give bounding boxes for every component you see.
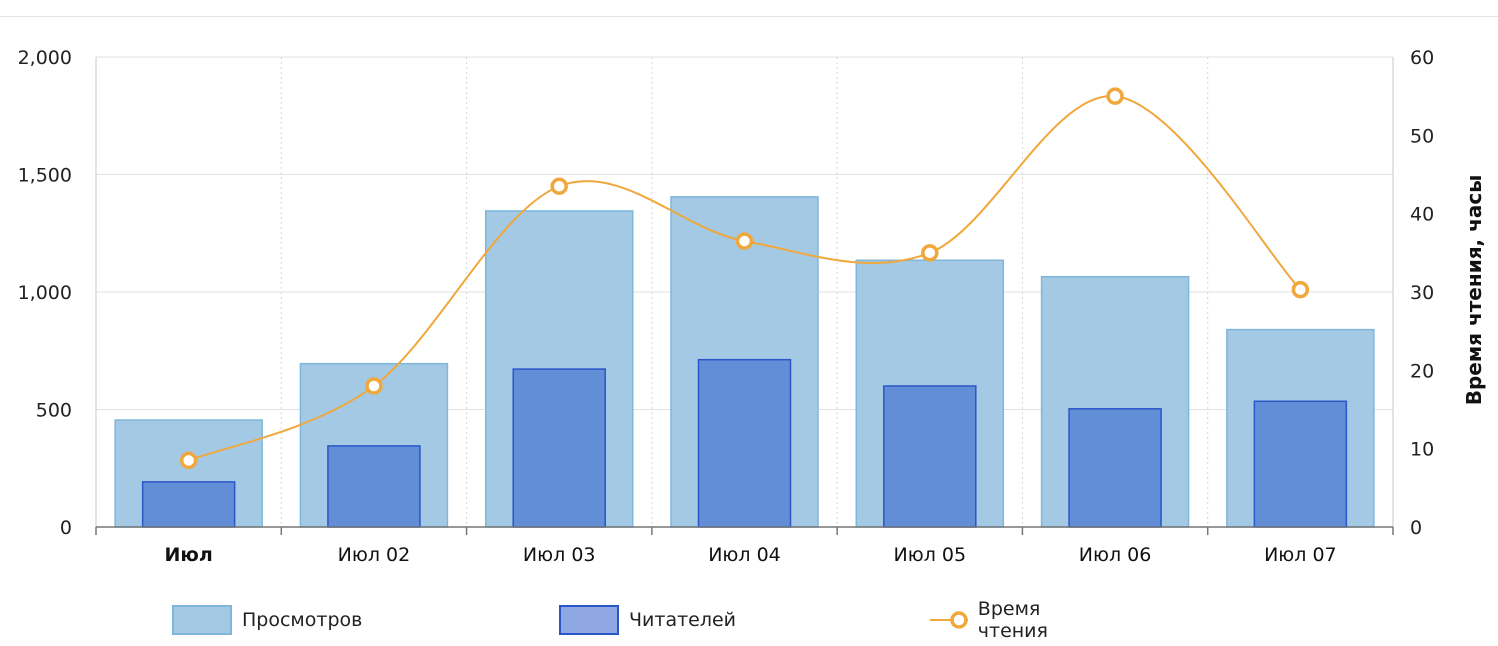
y-tick-label: 500	[36, 400, 72, 422]
y2-tick-label: 50	[1410, 125, 1434, 147]
y2-tick-label: 60	[1410, 47, 1434, 69]
x-tick-label: Июл 03	[523, 544, 596, 566]
legend-swatch-reading-time	[930, 611, 968, 629]
bar-readers	[141, 481, 236, 528]
bar-readers	[697, 358, 792, 528]
top-divider	[0, 16, 1498, 17]
y2-tick-label: 0	[1410, 517, 1422, 539]
y2-tick-label: 10	[1410, 439, 1434, 461]
legend-label-reading-time: Время чтения	[977, 598, 1048, 642]
legend-label-readers: Читателей	[629, 609, 737, 631]
reading-time-point	[1106, 87, 1124, 105]
y-tick-label: 1,000	[18, 282, 72, 304]
reading-time-point	[365, 377, 383, 395]
bar-readers	[327, 445, 421, 528]
combo-chart: 0 500 1,000 1,500 2,000 0 10 20 30 40 50 60 Июл Июл 0…	[18, 47, 1435, 566]
y2-tick-label: 40	[1410, 204, 1434, 226]
x-tick-label: Июл 07	[1264, 544, 1337, 566]
bar-readers	[883, 385, 977, 528]
x-tick-label: Июл	[164, 544, 212, 566]
legend-swatch-readers	[559, 605, 619, 635]
reading-time-point	[179, 451, 198, 470]
x-tick-label: Июл 02	[338, 544, 411, 566]
bar-readers	[1253, 400, 1348, 528]
legend-label-views: Просмотров	[242, 609, 363, 631]
reading-time-point	[1291, 280, 1310, 299]
y-tick-label: 1,500	[18, 165, 72, 187]
y2-tick-label: 20	[1410, 360, 1434, 382]
bar-readers	[512, 368, 606, 528]
x-tick-label: Июл 04	[708, 544, 781, 566]
legend-item-readers[interactable]: Читателей	[559, 603, 736, 637]
x-tick-label: Июл 06	[1079, 544, 1152, 566]
legend-item-views[interactable]: Просмотров	[172, 603, 362, 637]
bar-readers	[1068, 408, 1162, 528]
labels-layer: 0 500 1,000 1,500 2,000 0 10 20 30 40 50 60 Июл Июл 0…	[18, 47, 1435, 566]
y-tick-label: 2,000	[18, 47, 72, 69]
axes-layer	[95, 57, 1394, 535]
right-axis-title: Время чтения, часы	[1462, 174, 1486, 406]
y-tick-label: 0	[60, 517, 72, 539]
x-tick-label: Июл 05	[893, 544, 966, 566]
reading-time-point	[921, 244, 939, 262]
legend-swatch-views	[172, 605, 232, 635]
y2-tick-label: 30	[1410, 282, 1434, 304]
reading-time-point	[550, 177, 568, 195]
legend-item-reading-time[interactable]: Время чтения	[930, 598, 1068, 642]
reading-time-point	[735, 232, 754, 250]
line-layer	[179, 87, 1310, 470]
